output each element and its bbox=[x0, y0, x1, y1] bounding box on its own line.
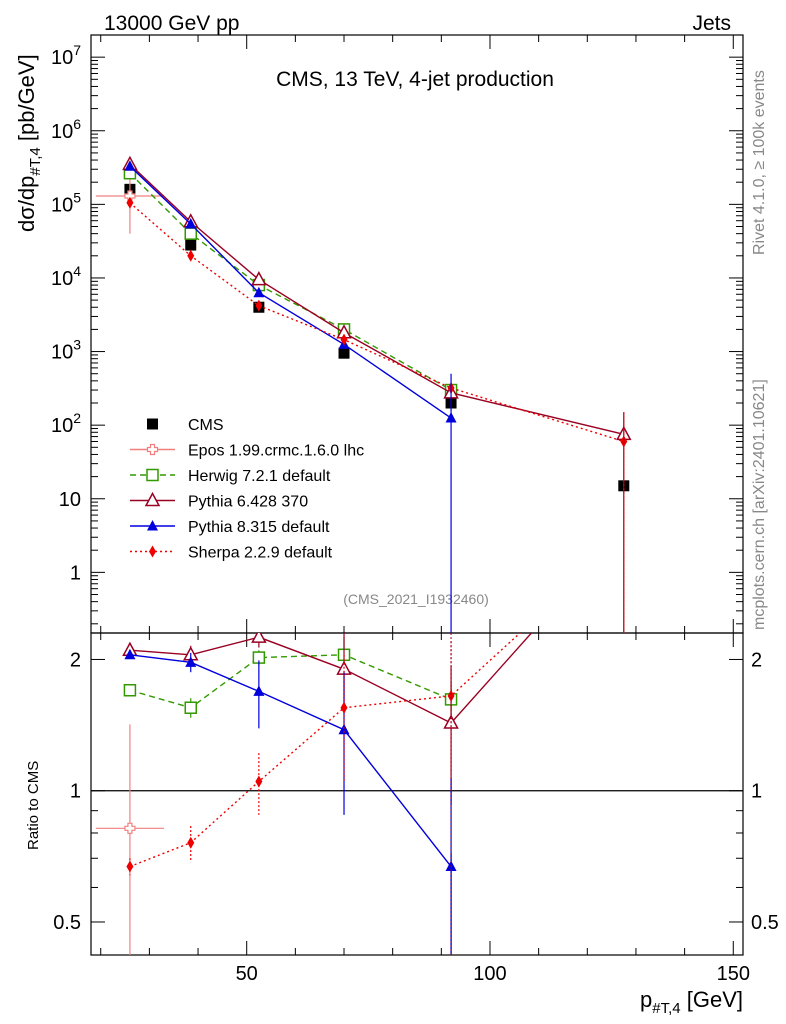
ratio-x-tick-label: 100 bbox=[473, 963, 506, 985]
main-data bbox=[95, 155, 632, 633]
ratio-y-tick-label: 2 bbox=[70, 649, 81, 671]
svg-text:dσ/dp#T,4 [pb/GeV]: dσ/dp#T,4 [pb/GeV] bbox=[14, 54, 44, 232]
ratio-y-tick-label: 1 bbox=[70, 781, 81, 803]
ratio-point-sherpa bbox=[340, 701, 348, 714]
legend-label: Epos 1.99.crmc.1.6.0 lhc bbox=[188, 443, 364, 460]
ratio-x-tick-label: 150 bbox=[717, 963, 750, 985]
analysis-watermark: (CMS_2021_I1932460) bbox=[343, 591, 489, 607]
ratio-clipped-group bbox=[95, 633, 533, 955]
point-pythia8 bbox=[185, 218, 197, 229]
plot-title: CMS, 13 TeV, 4-jet production bbox=[276, 68, 554, 91]
ratio-point-pythia8 bbox=[338, 723, 350, 735]
series-line-pythia6 bbox=[129, 163, 624, 436]
legend-marker bbox=[146, 443, 159, 456]
main-y-tick-label: 107 bbox=[51, 42, 81, 69]
ratio-point-herwig bbox=[123, 683, 137, 697]
legend-label: CMS bbox=[188, 417, 224, 434]
ratio-point-sherpa bbox=[255, 775, 263, 788]
legend: CMS Epos 1.99.crmc.1.6.0 lhc Herwig 7.2.1 … bbox=[130, 417, 364, 562]
main-y-tick-label: 1 bbox=[70, 562, 81, 584]
point-pythia8 bbox=[124, 160, 136, 171]
x-axis-title: p#T,4 [GeV] bbox=[640, 987, 743, 1017]
ratio-point-herwig bbox=[184, 701, 197, 714]
series-line-sherpa bbox=[129, 202, 624, 443]
ratio-y-tick-label: 0.5 bbox=[53, 912, 81, 934]
legend-marker bbox=[147, 520, 158, 531]
ratio-axes: 50 100 150 0.5 0.5 1 1 2 2 bbox=[53, 633, 779, 985]
beam-label: 13000 GeV pp bbox=[104, 12, 239, 35]
svg-text:Ratio to CMS: Ratio to CMS bbox=[25, 761, 42, 850]
main-y-tick-label: 105 bbox=[51, 189, 81, 216]
svg-text:p#T,4 [GeV]: p#T,4 [GeV] bbox=[640, 987, 743, 1017]
legend-marker bbox=[149, 545, 156, 558]
ratio-point-sherpa bbox=[187, 836, 195, 849]
ratio-point-epos bbox=[124, 822, 136, 834]
main-y-tick-label: 106 bbox=[51, 116, 81, 143]
ratio-y-tick-label-right: 1 bbox=[751, 781, 762, 803]
main-y-tick-label: 102 bbox=[51, 410, 81, 437]
ratio-y-tick-label-right: 2 bbox=[751, 649, 762, 671]
ratio-point-sherpa bbox=[126, 860, 134, 873]
main-y-tick-label: 10 bbox=[59, 489, 81, 511]
legend-label: Herwig 7.2.1 default bbox=[188, 468, 331, 485]
ratio-point-pythia8 bbox=[185, 656, 197, 667]
point-pythia8 bbox=[253, 286, 265, 298]
ratio-panel-frame bbox=[90, 632, 744, 956]
point-herwig bbox=[184, 227, 197, 240]
legend-label: Pythia 6.428 370 bbox=[188, 494, 308, 511]
ratio-line-pythia6 bbox=[129, 633, 533, 724]
point-sherpa bbox=[126, 196, 134, 209]
ratio-point-pythia6 bbox=[251, 633, 267, 643]
ratio-point-pythia8 bbox=[253, 685, 265, 696]
point-sherpa bbox=[255, 299, 263, 312]
series-line-pythia8 bbox=[129, 165, 452, 419]
main-y-tick-label: 103 bbox=[51, 337, 81, 364]
mcplots-info: mcplots.cern.ch [arXiv:2401.10621] bbox=[751, 379, 768, 630]
process-label: Jets bbox=[692, 12, 731, 35]
point-cms bbox=[338, 347, 350, 359]
ratio-point-pythia8 bbox=[124, 648, 136, 660]
ratio-x-tick-label: 50 bbox=[236, 963, 258, 985]
rivet-info: Rivet 4.1.0, ≥ 100k events bbox=[751, 70, 768, 255]
ratio-point-sherpa bbox=[447, 689, 455, 702]
point-pythia6 bbox=[251, 271, 267, 286]
ratio-data bbox=[95, 633, 533, 955]
ratio-y-tick-label-right: 0.5 bbox=[751, 912, 779, 934]
ratio-y-axis-title: Ratio to CMS bbox=[25, 761, 42, 850]
main-y-tick-label: 104 bbox=[51, 263, 81, 290]
ratio-line-herwig bbox=[129, 654, 452, 709]
point-sherpa bbox=[340, 333, 348, 346]
main-y-axis-title: dσ/dp#T,4 [pb/GeV] bbox=[14, 54, 44, 232]
ratio-line-pythia8 bbox=[129, 654, 452, 867]
series-line-herwig bbox=[129, 172, 452, 391]
legend-label: Pythia 8.315 default bbox=[188, 519, 330, 536]
point-sherpa bbox=[187, 249, 195, 262]
main-panel-frame bbox=[90, 34, 744, 634]
legend-marker bbox=[146, 468, 159, 482]
legend-marker bbox=[144, 491, 161, 507]
main-axes: 1 10 102 103 104 105 106 107 bbox=[51, 34, 743, 633]
legend-marker bbox=[147, 418, 158, 430]
legend-label: Sherpa 2.2.9 default bbox=[188, 545, 333, 562]
point-cms bbox=[185, 239, 197, 251]
